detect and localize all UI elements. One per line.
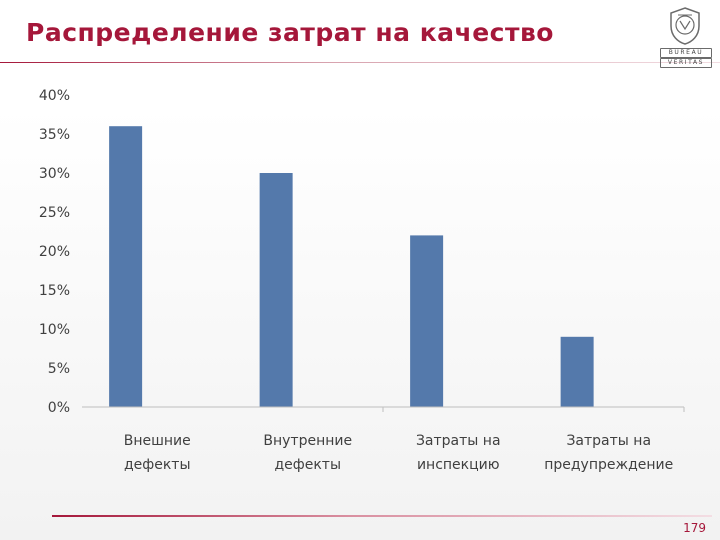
bar [259, 173, 293, 407]
y-tick-label: 30% [39, 166, 70, 182]
y-tick-label: 25% [39, 205, 70, 221]
bureau-veritas-logo: BUREAU VERITAS [660, 6, 712, 68]
crest-icon [670, 7, 700, 45]
y-tick-label: 20% [39, 244, 70, 260]
bar [560, 336, 594, 407]
y-tick-label: 40% [39, 88, 70, 104]
x-tick-label: Затраты на инспекцию [416, 433, 501, 473]
x-tick-label: Внутренние дефекты [263, 433, 352, 473]
x-tick-label: Внешние дефекты [124, 433, 191, 473]
x-axis: Внешние дефекты Внутренние дефекты Затраты н… [82, 406, 685, 473]
page-title: Распределение затрат на качество [26, 18, 554, 47]
x-tick-label: Затраты на предупреждение [544, 433, 673, 473]
bar-chart: 0% 5% 10% 15% 20% 25% 30% 35% 40% Внешние дефекты… [39, 88, 685, 473]
y-tick-label: 0% [48, 400, 70, 416]
bar [410, 235, 444, 407]
y-tick-label: 10% [39, 322, 70, 338]
bars-group [109, 126, 594, 407]
y-tick-label: 35% [39, 127, 70, 143]
page-number: 179 [683, 521, 706, 535]
y-tick-label: 5% [48, 361, 70, 377]
footer-divider [52, 515, 712, 517]
logo-word-bureau: BUREAU [660, 48, 712, 58]
title-divider [0, 62, 720, 63]
y-tick-label: 15% [39, 283, 70, 299]
y-axis: 0% 5% 10% 15% 20% 25% 30% 35% 40% [39, 88, 70, 416]
logo-word-veritas: VERITAS [660, 58, 712, 68]
bar [109, 126, 143, 407]
